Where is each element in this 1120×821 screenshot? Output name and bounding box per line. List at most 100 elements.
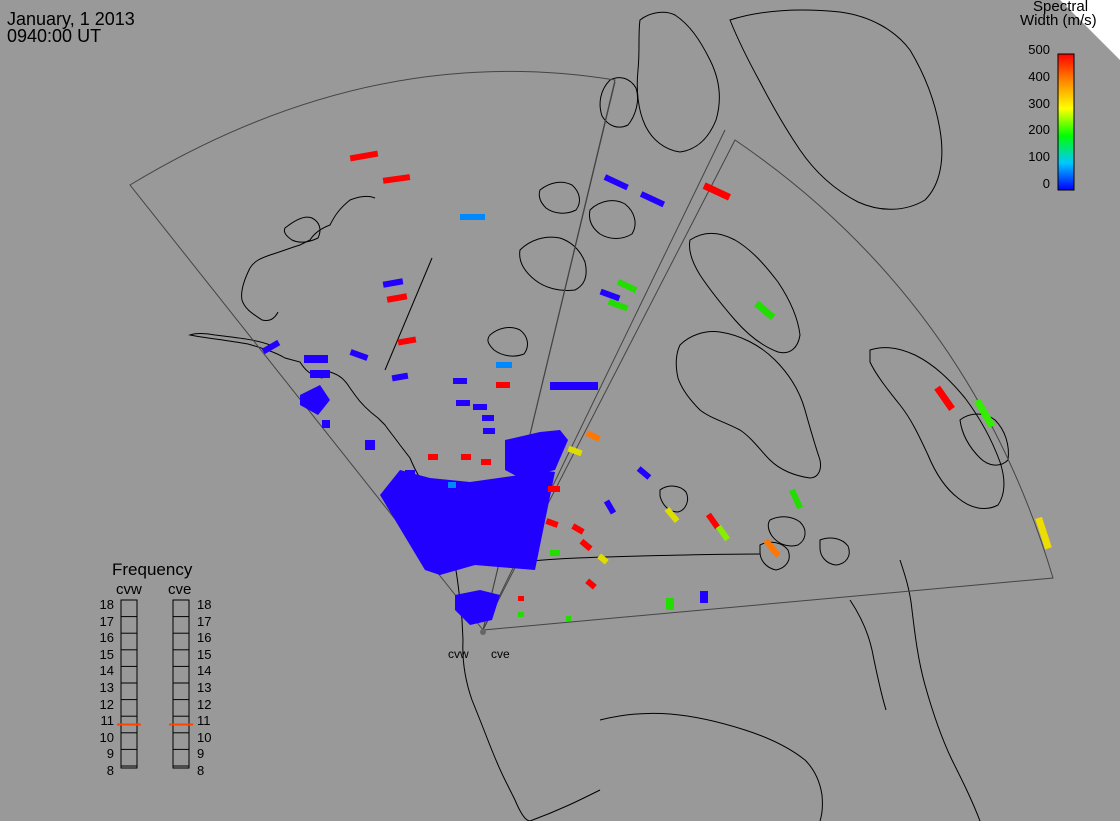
frequency-tick-left: 9 (106, 746, 114, 762)
echo (448, 482, 456, 488)
echo (461, 454, 471, 460)
echo (460, 214, 485, 220)
frequency-tick-right: 12 (197, 696, 212, 712)
echo (974, 398, 996, 428)
echo (481, 459, 491, 465)
frequency-tick-left: 18 (99, 597, 114, 612)
echo (571, 523, 585, 535)
echo (473, 404, 487, 410)
frequency-tick-right: 9 (197, 746, 205, 762)
frequency-tick-right: 16 (197, 630, 212, 646)
echo (550, 550, 560, 556)
frequency-title: Frequency (112, 560, 193, 579)
echo (934, 385, 955, 411)
echo (585, 578, 597, 590)
colorbar-tick-label: 0 (1042, 176, 1050, 191)
echo (763, 538, 781, 558)
border-line (384, 257, 433, 371)
echo (585, 430, 601, 442)
coastlines (188, 9, 1009, 821)
echo (664, 506, 680, 524)
echo (566, 616, 571, 621)
echo (1035, 516, 1052, 550)
frequency-radar-left: cvw (116, 581, 142, 598)
frequency-tick-right: 10 (197, 729, 212, 745)
echo (545, 518, 559, 528)
frequency-tick-right: 13 (197, 680, 212, 695)
echo (700, 591, 708, 603)
radar-label-cve: cve (491, 647, 510, 661)
colorbar-gradient (1057, 53, 1075, 191)
echo (482, 415, 494, 421)
echo (453, 378, 467, 384)
colorbar-tick-label: 200 (1028, 122, 1050, 138)
echo (666, 598, 674, 610)
colorbar-title-line2: Width (m/s) (1020, 12, 1097, 29)
echo (496, 362, 512, 368)
echo (496, 382, 510, 388)
frequency-tick-right: 18 (197, 597, 212, 612)
frequency-tick-left: 15 (99, 646, 114, 662)
echo (382, 278, 404, 288)
echo (639, 191, 666, 208)
echo (261, 339, 281, 355)
frequency-tick-left: 8 (106, 763, 114, 778)
date-label: January, 1 2013 (7, 9, 135, 29)
echo (705, 512, 721, 530)
echo (567, 445, 583, 457)
echo (391, 372, 409, 382)
echo (397, 336, 417, 346)
corner-artifact (1060, 0, 1120, 60)
colorbar-title-line1: Spectral (1033, 0, 1089, 15)
frequency-tick-left: 17 (99, 613, 114, 629)
echo (789, 488, 803, 510)
echo (483, 428, 495, 434)
frequency-tick-left: 14 (99, 663, 114, 679)
frequency-tick-left: 16 (99, 630, 114, 646)
colorbar-tick-label: 300 (1028, 95, 1050, 111)
scatter-segments (261, 150, 1052, 621)
frequency-gauges (120, 599, 190, 769)
echo (349, 150, 379, 162)
echo (550, 382, 598, 390)
echo (518, 596, 524, 601)
frequency-tick-right: 15 (197, 646, 212, 662)
time-label: 0940:00 UT (7, 26, 102, 46)
echo (702, 182, 731, 201)
frequency-tick-left: 12 (99, 696, 114, 712)
frequency-tick-left: 13 (99, 680, 114, 695)
echo (607, 298, 629, 312)
echo (428, 454, 438, 460)
radar-label-cvw: cvw (448, 647, 469, 661)
frequency-tick-left: 11 (100, 713, 115, 729)
echo (548, 486, 560, 492)
echo (616, 279, 638, 293)
frequency-tick-right: 14 (197, 663, 212, 679)
echo (603, 499, 617, 515)
scatter-blue-patch (300, 355, 568, 625)
echo (599, 288, 621, 302)
frequency-radar-right: cve (168, 581, 192, 598)
echo (579, 538, 593, 552)
colorbar-tick-label: 100 (1028, 149, 1050, 165)
echo (349, 349, 369, 361)
colorbar-tick-label: 500 (1028, 42, 1050, 57)
echo (715, 524, 731, 542)
echo (603, 174, 629, 191)
echo (456, 400, 470, 406)
echo (754, 300, 776, 321)
border-line (519, 553, 761, 563)
radar-site-cvw (480, 629, 486, 635)
echo (518, 612, 524, 617)
frequency-tick-right: 11 (197, 713, 211, 729)
frequency-tick-left: 10 (99, 729, 114, 745)
colorbar-tick-label: 400 (1028, 68, 1050, 84)
echo (382, 174, 411, 184)
echo (636, 466, 652, 480)
frequency-tick-right: 17 (197, 613, 212, 629)
echo (386, 293, 408, 303)
frequency-tick-right: 8 (197, 763, 205, 778)
echo (597, 553, 609, 565)
